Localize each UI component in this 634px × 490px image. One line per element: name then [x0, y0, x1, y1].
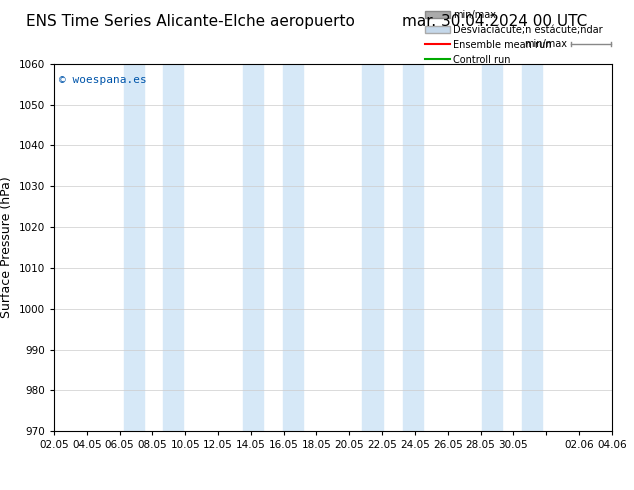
Text: ENS Time Series Alicante-Elche aeropuerto: ENS Time Series Alicante-Elche aeropuert… [26, 14, 354, 29]
Bar [363, 64, 382, 431]
Text: min/max: min/max [524, 39, 567, 49]
Text: mar. 30.04.2024 00 UTC: mar. 30.04.2024 00 UTC [402, 14, 587, 29]
Bar [403, 64, 423, 431]
Bar [124, 64, 144, 431]
Bar [243, 64, 263, 431]
Bar [163, 64, 183, 431]
Y-axis label: Surface Pressure (hPa): Surface Pressure (hPa) [0, 176, 13, 318]
Text: © woespana.es: © woespana.es [60, 75, 147, 85]
Bar [283, 64, 302, 431]
Legend: min/max, Desviaciácute;n estácute;ndar, Ensemble mean run, Controll run: min/max, Desviaciácute;n estácute;ndar, … [422, 6, 607, 69]
Bar [522, 64, 542, 431]
Bar [482, 64, 503, 431]
